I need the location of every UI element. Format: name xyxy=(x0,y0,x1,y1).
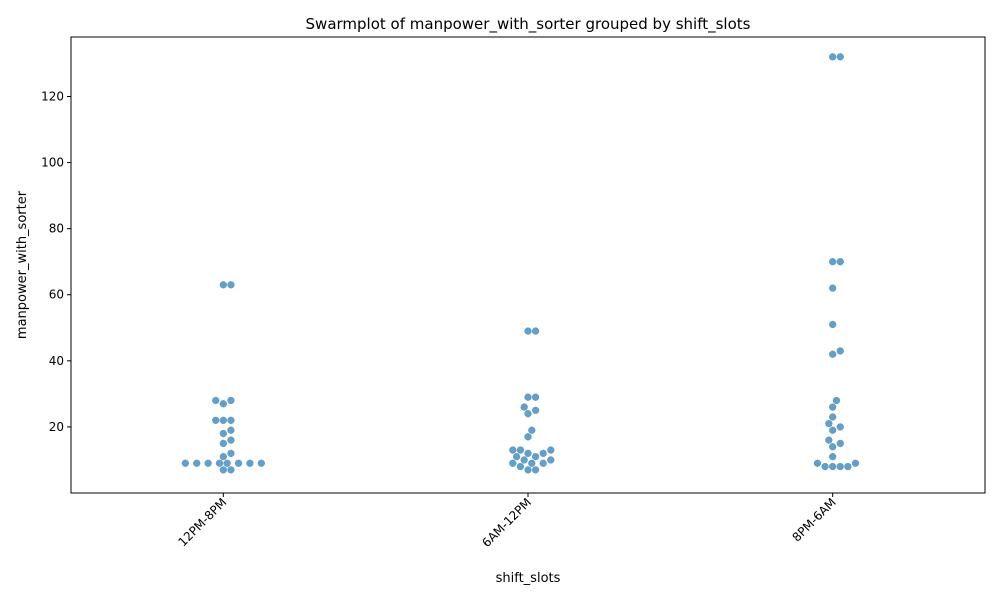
swarm-point xyxy=(227,281,235,289)
swarm-point xyxy=(509,459,517,467)
x-axis: 12PM-8PM 6AM-12PM 8PM-6AM xyxy=(175,493,839,550)
swarm-point xyxy=(520,456,528,464)
swarm-point xyxy=(836,423,844,431)
y-tick-label: 40 xyxy=(49,354,64,368)
swarm-point xyxy=(520,403,528,411)
x-tick-label: 12PM-8PM xyxy=(175,495,229,549)
swarm-point xyxy=(223,459,231,467)
swarm-point xyxy=(219,400,227,408)
swarm-point xyxy=(836,258,844,266)
swarm-point xyxy=(539,459,547,467)
swarm-point xyxy=(836,347,844,355)
y-axis-label: manpower_with_sorter xyxy=(15,190,30,339)
swarm-point xyxy=(524,433,532,441)
swarm-point xyxy=(227,466,235,474)
y-tick-label: 100 xyxy=(41,156,64,170)
swarm-point xyxy=(829,413,837,421)
swarm-point xyxy=(825,436,833,444)
swarm-point xyxy=(516,462,525,471)
swarm-point xyxy=(829,258,837,266)
swarm-point xyxy=(512,453,521,461)
swarm-point xyxy=(524,327,532,335)
swarm-point xyxy=(524,393,532,401)
swarm-point xyxy=(227,426,235,434)
swarm-point xyxy=(829,426,837,434)
swarm-point xyxy=(829,443,837,451)
swarm-point xyxy=(851,459,860,467)
swarm-point xyxy=(829,403,837,411)
y-tick-label: 60 xyxy=(49,288,64,302)
swarm-point xyxy=(219,453,227,461)
swarm-point xyxy=(219,429,227,438)
swarm-point xyxy=(215,459,224,467)
chart-title: Swarmplot of manpower_with_sorter groupe… xyxy=(306,15,751,34)
swarm-point xyxy=(227,436,235,444)
data-points xyxy=(181,53,860,474)
swarm-point xyxy=(836,462,844,471)
swarm-point xyxy=(547,456,555,464)
swarm-point xyxy=(219,466,227,474)
swarm-point xyxy=(531,453,540,461)
swarm-point xyxy=(531,327,540,335)
swarm-point xyxy=(539,449,547,457)
swarm-point xyxy=(547,446,555,454)
swarm-point xyxy=(234,459,243,467)
swarm-point xyxy=(227,416,235,424)
swarm-point xyxy=(219,439,227,448)
swarm-point xyxy=(825,420,833,428)
swarm-point xyxy=(509,446,517,454)
x-axis-label: shift_slots xyxy=(496,571,561,586)
swarm-point xyxy=(227,396,235,405)
swarm-point xyxy=(528,459,536,467)
y-tick-label: 120 xyxy=(41,89,64,103)
swarm-point xyxy=(219,281,227,289)
swarm-point xyxy=(516,446,525,454)
y-tick-label: 80 xyxy=(49,222,64,236)
x-tick-label: 6AM-12PM xyxy=(479,495,534,550)
swarm-point xyxy=(181,459,189,467)
swarm-point xyxy=(528,426,536,434)
swarm-point xyxy=(524,410,532,418)
swarm-point xyxy=(836,439,844,448)
y-axis: 20 40 60 80 100 120 xyxy=(41,89,71,434)
swarm-point xyxy=(524,449,532,457)
swarm-point xyxy=(524,466,532,474)
swarm-point xyxy=(829,462,837,471)
swarm-point xyxy=(531,406,540,414)
swarm-point xyxy=(829,284,837,292)
swarm-point xyxy=(813,459,822,467)
swarm-point xyxy=(829,320,837,329)
swarm-point xyxy=(219,416,227,424)
swarm-point xyxy=(257,459,265,467)
swarm-point xyxy=(212,416,220,424)
swarm-point xyxy=(204,459,212,467)
swarm-point xyxy=(212,396,220,405)
swarm-point xyxy=(246,459,254,467)
y-tick-label: 20 xyxy=(49,420,64,434)
swarm-point xyxy=(844,462,852,471)
swarm-point xyxy=(832,396,841,405)
swarm-point xyxy=(829,350,837,358)
swarm-point xyxy=(193,459,201,467)
swarm-point xyxy=(836,53,844,61)
swarm-point xyxy=(531,393,540,401)
swarm-point xyxy=(227,449,235,457)
swarm-point xyxy=(821,462,829,471)
swarm-point xyxy=(829,453,837,461)
swarm-point xyxy=(531,466,540,474)
plot-frame xyxy=(70,36,986,494)
x-tick-label: 8PM-6AM xyxy=(789,495,838,544)
swarm-point xyxy=(829,53,837,61)
